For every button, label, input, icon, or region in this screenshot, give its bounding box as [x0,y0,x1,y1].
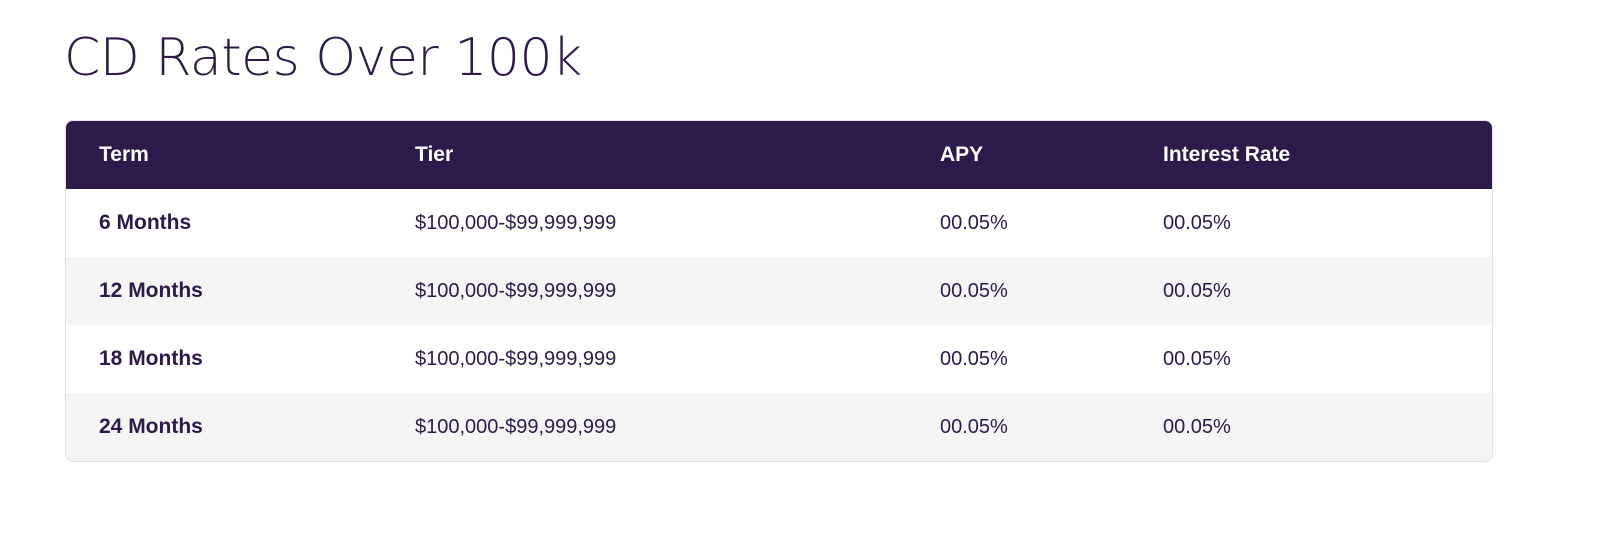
cell-tier: $100,000-$99,999,999 [415,211,617,234]
cell-term: 24 Months [99,415,203,438]
column-header-interest-rate: Interest Rate [1163,143,1291,166]
cell-apy: 00.05% [940,347,1008,370]
cell-apy: 00.05% [940,415,1008,438]
cell-tier: $100,000-$99,999,999 [415,279,617,302]
cell-interest-rate: 00.05% [1163,415,1231,438]
cell-apy: 00.05% [940,211,1008,234]
table-row: 18 Months $100,000-$99,999,999 00.05% 00… [66,325,1492,393]
cell-term: 6 Months [99,211,192,234]
table-row: 12 Months $100,000-$99,999,999 00.05% 00… [66,257,1492,325]
cell-term: 12 Months [99,279,203,302]
cell-interest-rate: 00.05% [1163,279,1231,302]
column-header-apy: APY [940,143,984,166]
table-row: 24 Months $100,000-$99,999,999 00.05% 00… [66,393,1492,461]
table-header-row: Term Tier APY Interest Rate [66,121,1492,189]
table-row: 6 Months $100,000-$99,999,999 00.05% 00.… [66,189,1492,257]
cell-interest-rate: 00.05% [1163,211,1231,234]
table-body: 6 Months $100,000-$99,999,999 00.05% 00.… [66,189,1492,461]
rates-table: Term Tier APY Interest Rate 6 Months $10… [66,121,1492,461]
cell-term: 18 Months [99,347,203,370]
column-header-tier: Tier [415,143,454,166]
cell-tier: $100,000-$99,999,999 [415,415,617,438]
page-title: CD Rates Over 100k [64,28,582,88]
table-header: Term Tier APY Interest Rate [66,121,1492,189]
cell-apy: 00.05% [940,279,1008,302]
cell-interest-rate: 00.05% [1163,347,1231,370]
rates-table-container: Term Tier APY Interest Rate 6 Months $10… [65,120,1493,462]
cell-tier: $100,000-$99,999,999 [415,347,617,370]
column-header-term: Term [99,143,149,166]
